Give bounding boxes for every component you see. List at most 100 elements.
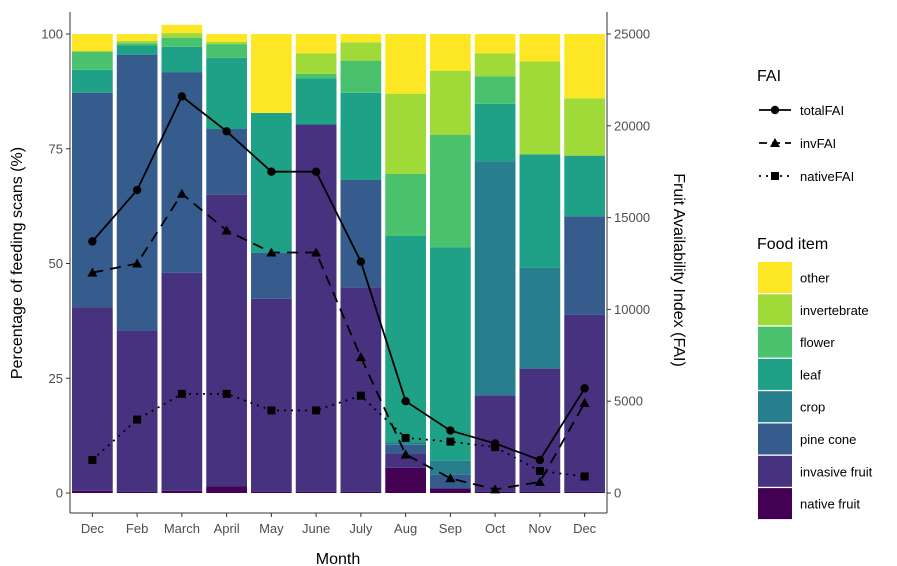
legend-fai-title: FAI	[757, 68, 781, 85]
bar-segment	[564, 98, 605, 156]
line-point	[445, 473, 456, 483]
line-point	[535, 466, 544, 475]
bar-segment	[295, 491, 337, 493]
bar-segment	[385, 444, 426, 454]
bar-segment	[206, 57, 247, 130]
bar-segment	[564, 34, 605, 99]
bar-segment	[474, 161, 516, 396]
legend-label: invertebrate	[800, 303, 869, 318]
y-right-tick-label: 15000	[614, 210, 650, 225]
y-axis-right-title: Fruit Availability Index (FAI)	[670, 173, 687, 367]
line-point	[535, 455, 545, 465]
line-point	[266, 247, 277, 257]
x-tick-label: May	[259, 521, 284, 536]
x-tick-label: Feb	[126, 521, 148, 536]
bar-segment	[474, 76, 516, 104]
line-point	[88, 455, 97, 464]
bar-segment	[340, 42, 382, 61]
y-axis-left-title: Percentage of feeding scans (%)	[9, 147, 26, 379]
bar-segment	[430, 488, 471, 493]
x-tick-label: April	[214, 521, 240, 536]
bar-segment	[72, 69, 113, 93]
bar-segment	[116, 330, 158, 492]
line-point	[580, 472, 589, 481]
x-tick-label: Sep	[439, 521, 462, 536]
line-point	[177, 92, 187, 101]
legend-swatch	[758, 262, 792, 293]
y-right-tick-label: 0	[614, 486, 621, 501]
legend-swatch	[758, 294, 792, 326]
line-point	[446, 437, 455, 446]
bar-segment	[161, 24, 203, 34]
bar-segment	[295, 78, 337, 125]
line-point	[579, 398, 590, 408]
line-point	[491, 443, 500, 452]
bar-segment	[385, 173, 426, 236]
bar-segment	[161, 46, 203, 73]
x-tick-label: Aug	[394, 521, 417, 536]
legend-label: leaf	[800, 367, 821, 382]
axes-layer	[69, 12, 608, 514]
bars-layer	[72, 24, 605, 493]
x-tick-label: Nov	[528, 521, 552, 536]
legend-label: crop	[800, 400, 825, 415]
bar-segment	[430, 247, 471, 461]
line-point	[267, 167, 276, 176]
bar-segment	[564, 216, 605, 315]
bar-segment	[519, 154, 561, 268]
line-point	[221, 225, 232, 235]
line-point	[222, 127, 231, 136]
bar-segment	[430, 134, 471, 248]
bar-segment	[385, 467, 426, 493]
y-left-tick-label: 100	[41, 27, 63, 42]
x-tick-label: March	[164, 521, 200, 536]
bar-segment	[385, 453, 426, 468]
bar-segment	[251, 112, 292, 253]
bar-segment	[116, 45, 158, 55]
y-left-tick-label: 0	[56, 486, 63, 501]
bar-segment	[206, 194, 247, 487]
bar-segment	[116, 491, 158, 493]
y-left-tick-label: 50	[49, 256, 63, 271]
bar-segment	[430, 460, 471, 475]
bar-segment	[295, 73, 337, 79]
line-point	[177, 389, 186, 398]
legend-food-title: Food item	[757, 236, 828, 253]
bar-segment	[72, 34, 113, 52]
bar-segment	[474, 53, 516, 77]
x-tick-label: Oct	[485, 521, 506, 536]
line-point	[355, 352, 366, 362]
line-point	[311, 167, 321, 176]
bar-segment	[161, 490, 203, 493]
y-right-tick-label: 25000	[614, 27, 650, 42]
legend-swatch	[758, 488, 792, 520]
bar-segment	[519, 61, 561, 155]
line-point	[490, 484, 501, 494]
bar-segment	[340, 92, 382, 180]
legend-swatch	[758, 455, 792, 487]
bar-segment	[251, 34, 292, 113]
bar-segment	[519, 267, 561, 369]
lines-layer	[87, 92, 590, 494]
line-point	[312, 406, 321, 415]
bar-segment	[564, 491, 605, 493]
bar-segment	[295, 124, 337, 492]
x-tick-label: Dec	[573, 521, 597, 536]
legend-fai: totalFAI invFAI nativeFAI	[759, 103, 854, 184]
legend-label: pine cone	[800, 432, 856, 447]
bar-segment	[251, 298, 292, 492]
line-point	[267, 406, 276, 415]
line-point	[88, 237, 97, 246]
bar-segment	[251, 252, 292, 299]
bar-segment	[474, 103, 516, 162]
bar-segment	[206, 129, 247, 195]
ticks-layer: 0 25 50 75 100 0 5000 10000 15000 20000 25000 Dec Fe…	[41, 27, 650, 537]
line-invFAI	[92, 192, 586, 491]
y-left-tick-label: 25	[49, 371, 63, 386]
bar-segment	[385, 235, 426, 443]
bar-segment	[340, 60, 382, 93]
line-nativeFAI	[91, 392, 585, 478]
legend-label: other	[800, 271, 830, 286]
bar-segment	[295, 34, 337, 54]
